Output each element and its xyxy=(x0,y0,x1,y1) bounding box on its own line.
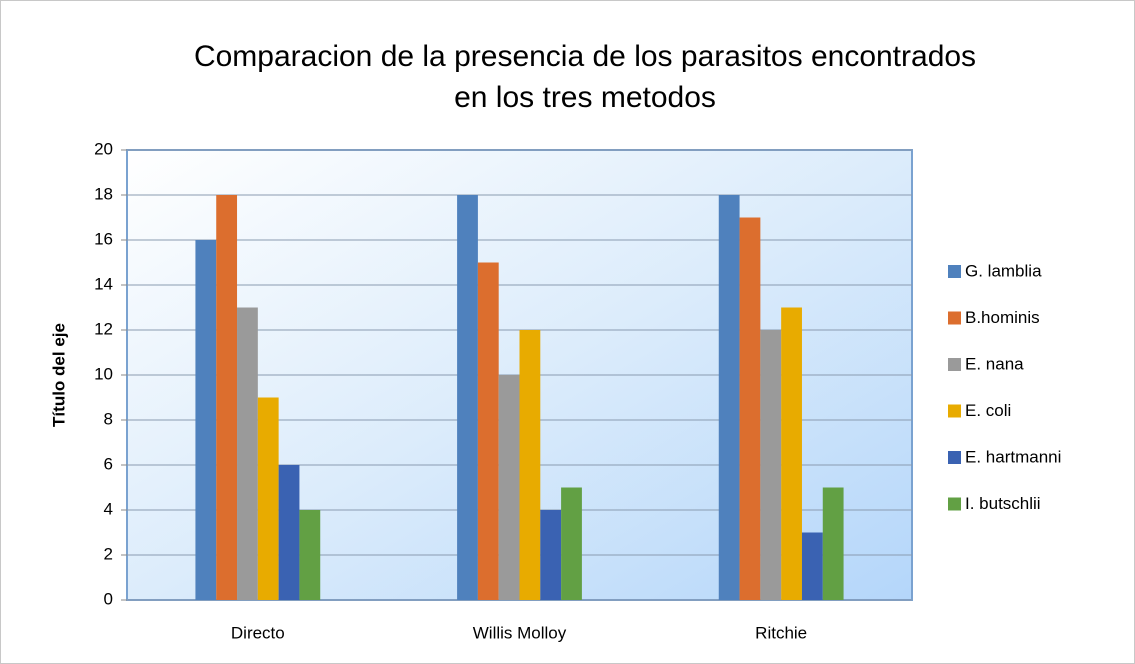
legend-swatch xyxy=(948,311,961,325)
bar xyxy=(216,195,238,600)
bar xyxy=(739,217,761,600)
bar xyxy=(801,532,823,600)
bar xyxy=(519,330,541,600)
legend-swatch xyxy=(948,358,961,371)
bar xyxy=(540,510,562,600)
y-tick-label: 20 xyxy=(94,139,113,158)
legend-swatch xyxy=(948,404,961,418)
bar xyxy=(299,510,321,600)
bar xyxy=(237,307,258,600)
legend-label: G. lamblia xyxy=(965,261,1042,280)
bar xyxy=(498,375,520,600)
y-tick-label: 8 xyxy=(104,409,113,428)
y-tick-label: 6 xyxy=(104,454,113,473)
y-tick-label: 2 xyxy=(104,544,113,563)
y-tick-label: 10 xyxy=(94,364,113,383)
legend-label: E. coli xyxy=(965,401,1011,420)
y-tick-label: 4 xyxy=(104,499,113,518)
legend-label: I. butschlii xyxy=(965,494,1041,513)
y-tick-label: 18 xyxy=(94,184,113,203)
bar xyxy=(257,397,279,600)
bar xyxy=(718,195,740,600)
y-tick-label: 14 xyxy=(94,274,113,293)
bar xyxy=(477,262,499,600)
bar xyxy=(195,240,217,600)
legend-label: B.hominis xyxy=(965,308,1040,327)
bar xyxy=(760,330,782,600)
bar xyxy=(781,307,802,600)
legend-swatch xyxy=(948,265,961,278)
bar xyxy=(457,195,478,600)
x-tick-label: Ritchie xyxy=(755,623,807,642)
y-axis-label: Título del eje xyxy=(49,323,68,427)
bar xyxy=(822,487,844,600)
legend-label: E. nana xyxy=(965,354,1024,373)
y-tick-label: 12 xyxy=(94,319,113,338)
x-tick-label: Directo xyxy=(231,623,285,642)
bar xyxy=(278,465,300,600)
bar xyxy=(561,487,582,600)
legend-label: E. hartmanni xyxy=(965,447,1061,466)
chart-title: Comparacion de la presencia de los paras… xyxy=(193,40,977,114)
y-tick-label: 0 xyxy=(104,589,113,608)
x-tick-label: Willis Molloy xyxy=(473,623,567,642)
legend-swatch xyxy=(948,451,961,464)
y-tick-label: 16 xyxy=(94,229,113,248)
legend-swatch xyxy=(948,497,961,511)
